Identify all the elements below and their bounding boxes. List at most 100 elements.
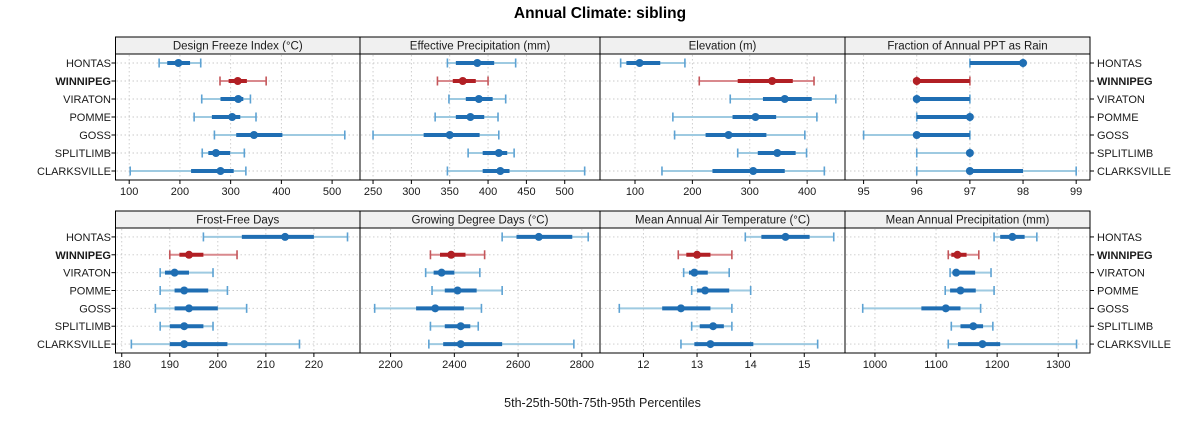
panel-effective-precipitation: Effective Precipitation (mm) 250 300 350 400… [359,36,601,198]
median-dot [978,340,987,349]
x-tick-label: 98 [1017,186,1029,198]
x-tick-label: 2400 [442,359,466,371]
x-axis-caption: 5th-25th-50th-75th-95th Percentiles [504,396,701,410]
panel-strip-title: Design Freeze Index (°C) [173,41,303,53]
median-dot [965,149,974,157]
x-tick-label: 95 [857,186,869,198]
x-tick-label: 1000 [863,359,887,371]
median-dot [474,95,483,103]
station-label-left-goss: GOSS [79,303,111,315]
median-dot [693,250,702,259]
median-dot [768,77,777,85]
station-label-right-splitlimb: SPLITLIMB [1097,148,1153,160]
median-dot [228,113,237,121]
median-dot [456,322,465,331]
median-dot [281,232,290,241]
station-label-left-viraton: VIRATON [63,94,111,106]
median-dot [956,286,965,295]
median-dot [453,286,462,295]
panel-strip-title: Frost-Free Days [196,215,279,227]
panel-fraction-ppt-rain: Fraction of Annual PPT as Rain 95 96 97 98 99 [844,36,1091,198]
median-dot [969,322,978,331]
station-label-left-clarksville: CLARKSVILLE [37,166,111,178]
median-dot [912,77,921,85]
median-dot [749,167,758,175]
x-tick-label: 13 [691,359,703,371]
station-label-right-goss: GOSS [1097,303,1129,315]
station-label-left-winnipeg: WINNIPEG [55,76,111,88]
median-dot [447,250,456,259]
median-dot [706,340,715,349]
station-label-right-splitlimb: SPLITLIMB [1097,321,1153,333]
station-label-left-hontas: HONTAS [66,58,111,70]
median-dot [473,59,482,67]
median-dot [534,232,543,241]
x-tick-label: 210 [257,359,275,371]
x-tick-label: 1300 [1046,359,1070,371]
median-dot [965,167,974,175]
x-tick-label: 400 [479,186,497,198]
x-tick-label: 400 [798,186,816,198]
station-label-left-pomme: POMME [69,286,111,298]
median-dot [676,304,685,313]
x-tick-label: 250 [364,186,382,198]
x-tick-label: 190 [161,359,179,371]
station-label-left-viraton: VIRATON [63,268,111,280]
x-tick-label: 300 [402,186,420,198]
median-dot [180,322,189,331]
station-label-right-hontas: HONTAS [1097,58,1142,70]
median-dot [496,167,505,175]
median-dot [953,250,962,259]
median-dot [456,340,465,349]
panel-design-freeze-index: Design Freeze Index (°C) 100 200 300 400 500 [115,36,361,198]
median-dot [1019,59,1028,67]
station-label-right-goss: GOSS [1097,130,1129,142]
x-tick-label: 300 [221,186,239,198]
median-dot [211,149,220,157]
panel-strip-title: Effective Precipitation (mm) [410,41,551,53]
x-tick-label: 1100 [924,359,948,371]
median-dot [180,286,189,295]
station-label-left-splitlimb: SPLITLIMB [55,148,111,160]
x-tick-label: 500 [556,186,574,198]
median-dot [724,131,733,139]
median-dot [466,113,475,121]
x-tick-label: 100 [626,186,644,198]
median-dot [952,268,961,277]
x-tick-label: 99 [1070,186,1082,198]
station-label-right-winnipeg: WINNIPEG [1097,250,1153,262]
panel-strip-title: Mean Annual Precipitation (mm) [886,215,1050,227]
median-dot [635,59,644,67]
station-label-right-clarksville: CLARKSVILLE [1097,339,1171,351]
median-dot [170,268,179,277]
x-tick-label: 12 [637,359,649,371]
x-tick-label: 1200 [985,359,1009,371]
median-dot [941,304,950,313]
panel-strip-title: Fraction of Annual PPT as Rain [887,41,1047,53]
median-dot [965,113,974,121]
x-tick-label: 450 [517,186,535,198]
station-label-right-viraton: VIRATON [1097,94,1145,106]
station-label-left-goss: GOSS [79,130,111,142]
station-label-left-hontas: HONTAS [66,232,111,244]
station-label-right-pomme: POMME [1097,112,1139,124]
station-label-right-clarksville: CLARKSVILLE [1097,166,1171,178]
median-dot [1008,232,1017,241]
station-label-left-clarksville: CLARKSVILLE [37,339,111,351]
x-tick-label: 350 [441,186,459,198]
x-tick-label: 220 [305,359,323,371]
station-label-right-viraton: VIRATON [1097,268,1145,280]
panel-growing-degree-days: Growing Degree Days (°C) 2200 2400 2600 2800 [359,210,601,371]
station-label-left-pomme: POMME [69,112,111,124]
median-dot [780,95,789,103]
median-dot [912,131,921,139]
median-dot [690,268,699,277]
x-tick-label: 400 [272,186,290,198]
panel-strip-title: Elevation (m) [689,41,757,53]
station-label-left-splitlimb: SPLITLIMB [55,321,111,333]
median-dot [709,322,718,331]
x-tick-label: 200 [683,186,701,198]
median-dot [233,77,242,85]
x-tick-label: 96 [911,186,923,198]
